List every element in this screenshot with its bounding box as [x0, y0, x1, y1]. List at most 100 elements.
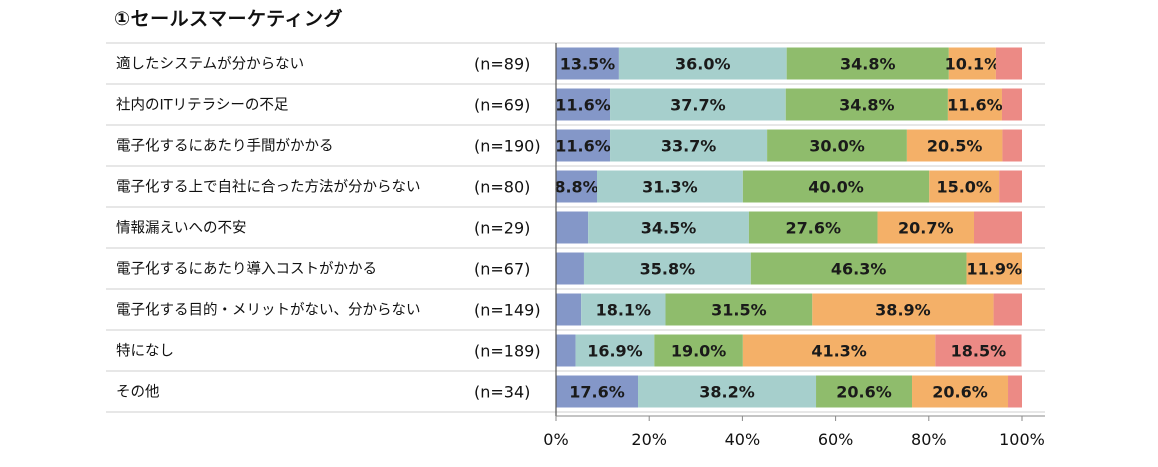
data-label: 17.6%: [569, 383, 625, 402]
category-label: 適したシステムが分からない: [116, 55, 304, 73]
n-label: (n=149): [474, 301, 541, 320]
category-label: 情報漏えいへの不安: [116, 220, 247, 237]
x-tick-label: 100%: [999, 430, 1045, 449]
data-label: 33.7%: [661, 137, 717, 156]
data-label: 31.5%: [711, 301, 767, 320]
bar-segment: [877, 211, 975, 244]
bar-segment: [1001, 88, 1022, 121]
bar-segment: [948, 47, 996, 80]
bar-segment: [999, 170, 1022, 203]
bar-segment: [583, 252, 751, 285]
n-label: (n=34): [474, 383, 530, 402]
x-tick-label: 40%: [725, 430, 761, 449]
bar-segment: [966, 252, 1022, 285]
n-label: (n=190): [474, 137, 541, 156]
bar-segment: [665, 293, 813, 326]
data-label: 11.6%: [947, 96, 1003, 115]
bar-segment: [597, 170, 743, 203]
bar-segment: [742, 334, 936, 367]
n-label: (n=69): [474, 96, 530, 115]
bar-segment: [995, 47, 1022, 80]
bar-segment: [947, 88, 1002, 121]
bar-segment: [912, 375, 1009, 408]
category-label: 特になし: [116, 343, 174, 360]
data-label: 19.0%: [671, 342, 727, 361]
bar-segment: [786, 47, 949, 80]
bar-segment: [742, 170, 930, 203]
bar-segment: [654, 334, 743, 367]
x-tick-label: 80%: [911, 430, 947, 449]
data-label: 10.1%: [945, 55, 1001, 74]
data-label: 15.0%: [936, 178, 992, 197]
x-tick-label: 20%: [631, 430, 667, 449]
bar-segment: [748, 211, 878, 244]
n-label: (n=67): [474, 260, 530, 279]
category-label: その他: [116, 384, 160, 401]
data-label: 36.0%: [675, 55, 731, 74]
bar-segment: [974, 211, 1022, 244]
data-label: 34.5%: [641, 219, 697, 238]
bar-segment: [581, 293, 666, 326]
chart-title: ①セールスマーケティング: [114, 8, 343, 30]
data-label: 30.0%: [809, 137, 865, 156]
data-label: 38.2%: [699, 383, 755, 402]
data-label: 34.8%: [840, 55, 896, 74]
data-label: 20.6%: [836, 383, 892, 402]
data-label: 18.1%: [596, 301, 652, 320]
bar-segment: [575, 334, 655, 367]
category-label: 電子化する上で自社に合った方法が分からない: [116, 179, 421, 196]
data-label: 20.5%: [927, 137, 983, 156]
data-label: 13.5%: [560, 55, 616, 74]
data-label: 27.6%: [785, 219, 841, 238]
data-label: 16.9%: [587, 342, 643, 361]
n-label: (n=189): [474, 342, 541, 361]
n-label: (n=80): [474, 178, 530, 197]
bar-segment: [556, 211, 589, 244]
bar-segment: [556, 252, 584, 285]
bar-segment: [556, 170, 598, 203]
bar-segment: [610, 88, 786, 121]
data-label: 11.6%: [555, 96, 611, 115]
bar-segment: [556, 334, 576, 367]
data-label: 41.3%: [811, 342, 867, 361]
category-label: 電子化するにあたり導入コストがかかる: [116, 261, 377, 278]
data-label: 18.5%: [951, 342, 1007, 361]
data-label: 20.6%: [932, 383, 988, 402]
bar-segment: [610, 129, 768, 162]
bar-segment: [556, 47, 619, 80]
bar-segment: [750, 252, 967, 285]
bar-segment: [785, 88, 948, 121]
data-label: 11.9%: [967, 260, 1023, 279]
data-label: 8.8%: [554, 178, 598, 197]
bar-segment: [588, 211, 749, 244]
data-label: 38.9%: [875, 301, 931, 320]
bar-segment: [618, 47, 787, 80]
data-label: 31.3%: [642, 178, 698, 197]
category-label: 社内のITリテラシーの不足: [116, 97, 288, 114]
bar-segment: [816, 375, 913, 408]
data-label: 35.8%: [640, 260, 696, 279]
bar-segment: [1002, 129, 1022, 162]
bar-segment: [935, 334, 1022, 367]
category-label: 電子化するにあたり手間がかかる: [116, 138, 334, 155]
data-label: 46.3%: [831, 260, 887, 279]
n-label: (n=89): [474, 55, 530, 74]
data-label: 34.8%: [839, 96, 895, 115]
bar-segment: [929, 170, 1000, 203]
x-tick-label: 0%: [543, 430, 568, 449]
bar-segment: [906, 129, 1003, 162]
data-label: 20.7%: [898, 219, 954, 238]
bar-segment: [556, 375, 639, 408]
category-label: 電子化する目的・メリットがない、分からない: [116, 302, 421, 319]
data-label: 40.0%: [808, 178, 864, 197]
bar-segment: [638, 375, 817, 408]
bar-segment: [993, 293, 1022, 326]
bar-segment: [556, 129, 611, 162]
bar-segment: [556, 293, 582, 326]
data-label: 11.6%: [555, 137, 611, 156]
bar-segment: [556, 88, 611, 121]
bar-segment: [812, 293, 994, 326]
bar-segment: [1008, 375, 1022, 408]
data-label: 37.7%: [670, 96, 726, 115]
